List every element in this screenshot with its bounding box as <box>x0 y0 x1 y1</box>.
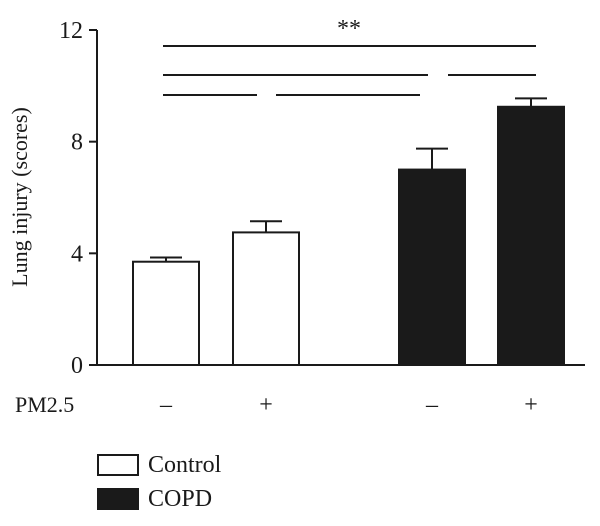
treatment-label: PM2.5 <box>15 392 74 417</box>
legend-swatch <box>97 454 139 476</box>
significance-brackets: ** <box>163 16 536 96</box>
y-tick-label: 4 <box>71 241 83 267</box>
x-tick-label: + <box>524 392 538 418</box>
legend: Control COPD <box>97 452 222 512</box>
legend-swatch <box>97 488 139 510</box>
bar <box>132 260 200 367</box>
x-tick-label: + <box>259 392 273 418</box>
y-axis-label: Lung injury (scores) <box>7 107 32 287</box>
bar <box>398 168 466 366</box>
bar <box>232 231 300 366</box>
x-tick-labels: – + – + <box>159 392 538 418</box>
x-tick-label: – <box>159 392 173 418</box>
significance-label: ** <box>337 16 361 42</box>
bar <box>497 105 565 366</box>
y-tick-label: 12 <box>59 18 83 44</box>
y-tick-label: 0 <box>71 353 83 379</box>
y-tick-label: 8 <box>71 130 83 156</box>
legend-label: COPD <box>148 486 212 512</box>
legend-label: Control <box>148 452 222 478</box>
bars-group <box>132 97 565 367</box>
x-tick-label: – <box>425 392 439 418</box>
